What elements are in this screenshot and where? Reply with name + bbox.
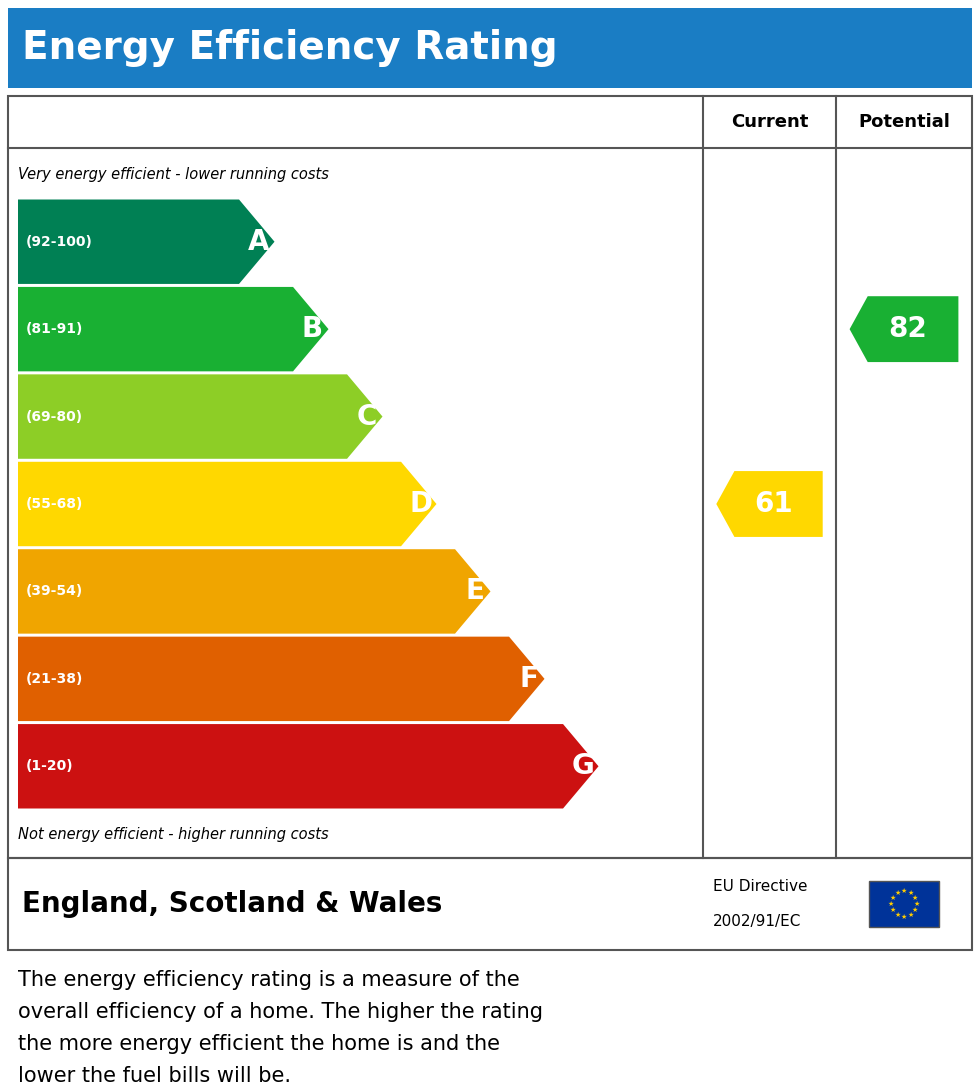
Text: C: C — [357, 403, 376, 430]
Text: 82: 82 — [888, 316, 927, 343]
Text: ★: ★ — [901, 888, 907, 894]
Text: England, Scotland & Wales: England, Scotland & Wales — [22, 890, 442, 918]
Text: (1-20): (1-20) — [26, 759, 74, 773]
Polygon shape — [18, 549, 491, 633]
Text: Very energy efficient - lower running costs: Very energy efficient - lower running co… — [18, 166, 329, 181]
Text: (39-54): (39-54) — [26, 584, 83, 598]
Text: Not energy efficient - higher running costs: Not energy efficient - higher running co… — [18, 827, 328, 842]
Text: ★: ★ — [888, 901, 894, 907]
Text: ★: ★ — [912, 894, 918, 901]
Text: B: B — [302, 316, 323, 343]
Bar — [8, 8, 972, 88]
Text: (92-100): (92-100) — [26, 235, 93, 249]
Text: Energy Efficiency Rating: Energy Efficiency Rating — [22, 29, 558, 67]
Polygon shape — [850, 296, 958, 363]
Text: A: A — [248, 228, 270, 256]
Text: ★: ★ — [901, 914, 907, 919]
Polygon shape — [18, 287, 328, 371]
Text: ★: ★ — [895, 912, 901, 918]
Text: ★: ★ — [907, 912, 913, 918]
Text: ★: ★ — [890, 894, 896, 901]
Text: (69-80): (69-80) — [26, 410, 83, 424]
Text: ★: ★ — [895, 890, 901, 895]
Text: F: F — [519, 665, 538, 692]
Text: ★: ★ — [913, 901, 920, 907]
Text: ★: ★ — [890, 907, 896, 913]
Text: The energy efficiency rating is a measure of the
overall efficiency of a home. T: The energy efficiency rating is a measur… — [18, 970, 543, 1087]
Text: ★: ★ — [912, 907, 918, 913]
Polygon shape — [18, 375, 382, 459]
Text: 61: 61 — [754, 490, 793, 518]
Text: (81-91): (81-91) — [26, 322, 83, 336]
Polygon shape — [18, 724, 599, 808]
Polygon shape — [18, 200, 274, 284]
Text: 2002/91/EC: 2002/91/EC — [713, 914, 802, 929]
Text: D: D — [409, 490, 432, 518]
Polygon shape — [18, 462, 436, 546]
Text: (55-68): (55-68) — [26, 497, 83, 511]
Text: Current: Current — [731, 112, 808, 131]
Bar — [869, 881, 939, 927]
Bar — [8, 96, 972, 858]
Text: Potential: Potential — [858, 112, 950, 131]
Polygon shape — [18, 637, 545, 721]
Text: E: E — [466, 578, 484, 605]
Text: (21-38): (21-38) — [26, 672, 83, 686]
Text: ★: ★ — [907, 890, 913, 895]
Bar — [8, 858, 972, 950]
Polygon shape — [716, 471, 822, 537]
Text: EU Directive: EU Directive — [713, 879, 808, 894]
Text: G: G — [571, 752, 594, 781]
